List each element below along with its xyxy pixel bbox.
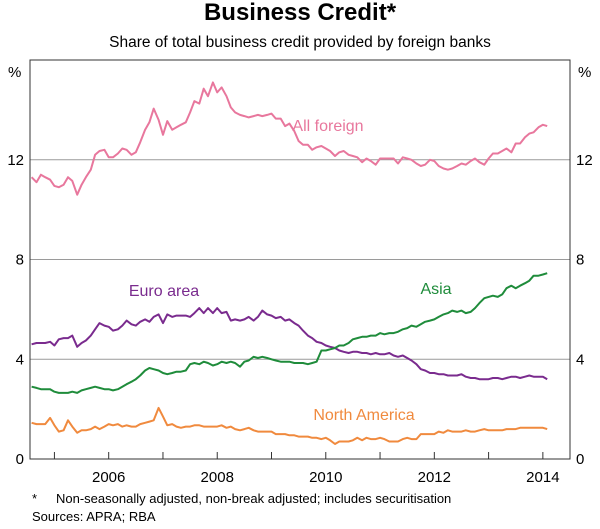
x-tick-label-1: 2008 — [201, 469, 234, 486]
y-tick-label-left-2: 8 — [16, 252, 24, 269]
chart-subtitle: Share of total business credit provided … — [109, 34, 491, 51]
x-tick-label-2: 2010 — [309, 469, 342, 486]
x-axis-tick-labels: 2006 2008 2010 2012 2014 — [92, 469, 560, 486]
chart-title: Business Credit* — [204, 0, 397, 26]
y-tick-label-right-0: 0 — [576, 451, 584, 468]
series-label-all-foreign: All foreign — [292, 118, 363, 135]
y-unit-right: % — [578, 64, 591, 81]
x-axis-ticks — [53, 452, 544, 459]
y-axis-tick-labels: 0 0 4 4 8 8 12 12 — [7, 152, 592, 468]
footnote-marker: * — [32, 491, 37, 506]
gridlines — [30, 159, 570, 360]
x-tick-label-4: 2014 — [526, 469, 559, 486]
y-tick-label-right-2: 8 — [576, 252, 584, 269]
y-tick-label-left-0: 0 — [16, 451, 24, 468]
series-line-euro-area — [31, 307, 548, 381]
footnote: Non-seasonally adjusted, non-break adjus… — [56, 491, 451, 506]
sources: Sources: APRA; RBA — [32, 509, 156, 524]
y-tick-label-right-1: 4 — [576, 351, 584, 368]
y-unit-left: % — [8, 64, 21, 81]
x-tick-label-3: 2012 — [418, 469, 451, 486]
y-tick-label-left-3: 12 — [7, 152, 24, 169]
series-label-asia: Asia — [420, 281, 451, 298]
y-tick-label-right-3: 12 — [576, 152, 593, 169]
x-tick-label-0: 2006 — [92, 469, 125, 486]
series-lines — [30, 81, 548, 445]
plot-frame — [29, 59, 571, 460]
series-label-euro-area: Euro area — [129, 283, 199, 300]
series-line-north-america — [31, 406, 548, 445]
series-line-asia — [31, 272, 548, 394]
series-line-all-foreign — [30, 81, 548, 196]
series-label-north-america: North America — [313, 407, 414, 424]
y-tick-label-left-1: 4 — [16, 351, 24, 368]
